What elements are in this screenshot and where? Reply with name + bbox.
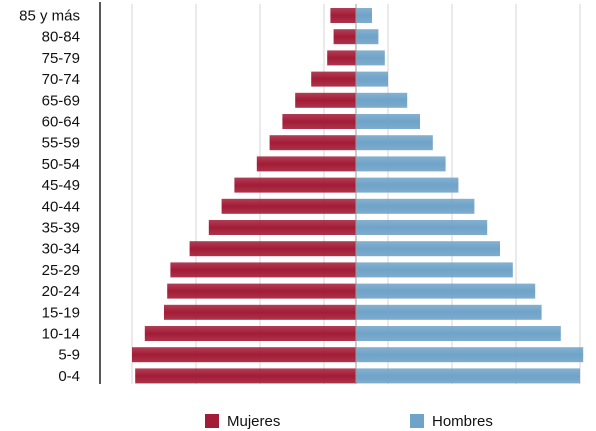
bar-hombres-60-64	[356, 114, 420, 129]
tick-label-5-9: 5-9	[58, 347, 80, 364]
bar-mujeres-25-29	[170, 262, 356, 278]
tick-label-15-19: 15-19	[42, 304, 80, 321]
bar-mujeres-65-69	[295, 92, 356, 108]
bar-hombres-35-39	[356, 220, 488, 235]
tick-label-55-59: 55-59	[42, 135, 80, 152]
bar-mujeres-55-59	[269, 135, 356, 151]
tick-label-45-49: 45-49	[42, 177, 80, 194]
bar-mujeres-80-84	[333, 29, 356, 45]
bar-hombres-25-29	[356, 262, 513, 278]
bar-hombres-70-74	[356, 71, 388, 87]
bar-hombres-85-y-m-s	[356, 8, 372, 23]
bar-mujeres-60-64	[282, 114, 356, 129]
bar-hombres-20-24	[356, 283, 536, 299]
bar-hombres-40-44	[356, 198, 475, 214]
bar-mujeres-70-74	[311, 71, 356, 87]
bar-mujeres-85-y-m-s	[330, 8, 356, 23]
bar-hombres-75-79	[356, 50, 385, 66]
bar-hombres-30-34	[356, 241, 500, 257]
bar-hombres-45-49	[356, 177, 459, 193]
bar-mujeres-20-24	[167, 283, 356, 299]
bar-hombres-55-59	[356, 135, 433, 151]
bar-hombres-65-69	[356, 92, 408, 108]
tick-label-80-84: 80-84	[42, 29, 80, 46]
legend-label-mujeres: Mujeres	[227, 413, 280, 430]
tick-label-60-64: 60-64	[42, 114, 80, 131]
tick-label-40-44: 40-44	[42, 198, 80, 215]
bar-hombres-5-9	[356, 347, 584, 363]
bar-mujeres-5-9	[132, 347, 356, 363]
legend-label-hombres: Hombres	[432, 413, 493, 430]
tick-label-35-39: 35-39	[42, 220, 80, 237]
bar-hombres-15-19	[356, 304, 542, 320]
bar-mujeres-45-49	[234, 177, 356, 193]
legend-swatch-hombres	[410, 414, 424, 428]
bar-hombres-0-4	[356, 368, 580, 384]
bar-mujeres-75-79	[327, 50, 356, 66]
bar-hombres-50-54	[356, 156, 446, 172]
tick-label-75-79: 75-79	[42, 50, 80, 67]
tick-label-0-4: 0-4	[58, 368, 80, 385]
bar-mujeres-10-14	[144, 326, 356, 341]
gridlines	[131, 4, 581, 384]
category-tick-labels: 85 y más 80-84 75-79 70-74 65-69 60-64 55-59 50…	[19, 8, 80, 385]
legend: Mujeres Hombres	[205, 413, 493, 430]
bar-mujeres-30-34	[189, 241, 356, 257]
tick-label-20-24: 20-24	[42, 283, 80, 300]
bar-mujeres-50-54	[256, 156, 356, 172]
bar-mujeres-15-19	[164, 304, 356, 320]
bar-mujeres-0-4	[135, 368, 356, 384]
legend-swatch-mujeres	[205, 414, 219, 428]
tick-label-30-34: 30-34	[42, 241, 80, 258]
tick-label-10-14: 10-14	[42, 326, 80, 343]
bar-mujeres-35-39	[208, 220, 356, 235]
bars	[132, 8, 584, 384]
bar-hombres-10-14	[356, 326, 561, 341]
bar-hombres-80-84	[356, 29, 379, 45]
tick-label-50-54: 50-54	[42, 156, 80, 173]
tick-label-25-29: 25-29	[42, 262, 80, 279]
tick-label-70-74: 70-74	[42, 71, 80, 88]
bar-mujeres-40-44	[221, 198, 356, 214]
tick-label-85-y-m-s: 85 y más	[19, 8, 80, 25]
tick-label-65-69: 65-69	[42, 92, 80, 109]
